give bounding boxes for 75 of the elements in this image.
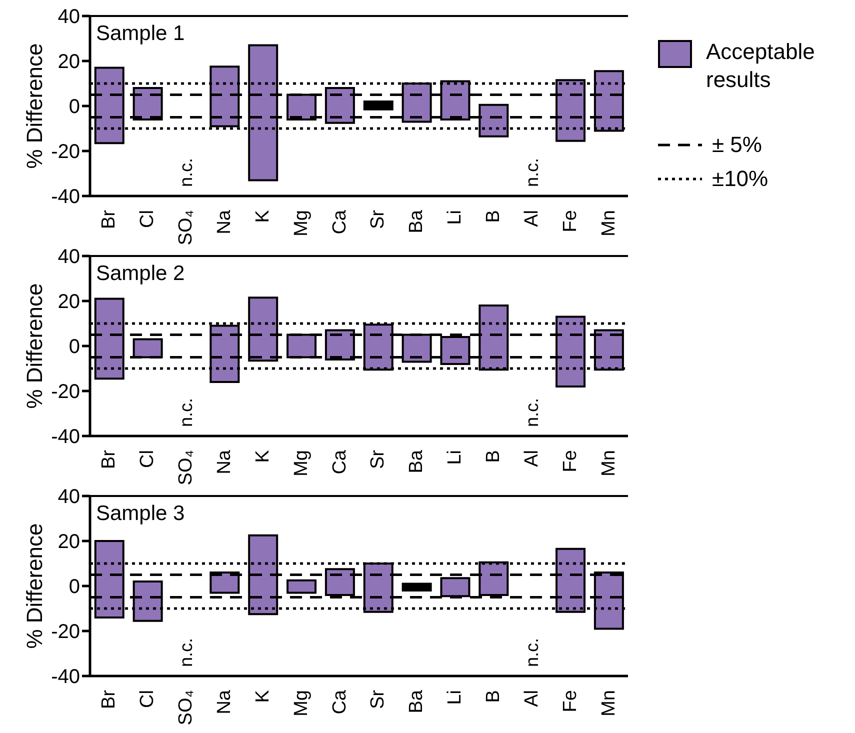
annotation: n.c. bbox=[522, 398, 542, 427]
x-tick-label: Mn bbox=[598, 690, 620, 716]
x-tick-label: Li bbox=[444, 210, 466, 225]
x-tick-label: K bbox=[252, 690, 274, 703]
annotation: n.c. bbox=[522, 158, 542, 187]
x-tick-label: K bbox=[252, 450, 274, 463]
x-tick-label: Al bbox=[521, 690, 542, 707]
chart-title: Sample 2 bbox=[96, 262, 185, 286]
y-tick-label: -40 bbox=[51, 666, 80, 688]
bar bbox=[363, 100, 394, 110]
x-tick-label: Cl bbox=[137, 210, 158, 228]
y-tick-label: 20 bbox=[58, 51, 80, 74]
x-tick-label: Li bbox=[444, 690, 466, 705]
x-tick-label: Sr bbox=[368, 209, 389, 229]
x-tick-label: B bbox=[483, 450, 504, 463]
y-tick-label: 0 bbox=[68, 576, 80, 598]
chart-title: Sample 1 bbox=[96, 22, 185, 46]
x-tick-label: SO₄ bbox=[176, 690, 197, 726]
bar bbox=[286, 579, 317, 594]
x-tick-label: Fe bbox=[560, 450, 581, 472]
x-tick-label: Sr bbox=[368, 689, 389, 709]
x-tick-label: SO₄ bbox=[176, 210, 197, 246]
y-tick-label: -40 bbox=[51, 426, 80, 448]
x-tick-label: Sr bbox=[368, 449, 389, 469]
y-tick-label: 0 bbox=[68, 336, 80, 358]
x-tick-label: Ca bbox=[329, 450, 350, 474]
x-tick-label: K bbox=[252, 210, 274, 223]
x-tick-label: Ba bbox=[406, 210, 428, 234]
bar bbox=[402, 582, 432, 592]
annotation: n.c. bbox=[176, 158, 196, 187]
y-axis-title: % Difference bbox=[22, 283, 47, 409]
x-tick-label: Br bbox=[98, 449, 120, 469]
x-tick-label: Al bbox=[521, 210, 542, 227]
y-tick-label: 40 bbox=[58, 486, 80, 508]
x-tick-label: Mg bbox=[290, 450, 312, 476]
x-tick-label: Fe bbox=[560, 210, 581, 232]
x-tick-label: Fe bbox=[560, 690, 581, 712]
y-tick-label: -40 bbox=[51, 186, 80, 208]
x-tick-label: Li bbox=[444, 450, 466, 465]
x-tick-label: B bbox=[483, 690, 504, 703]
legend-label: Acceptable results bbox=[706, 38, 816, 94]
x-tick-label: Mg bbox=[290, 210, 312, 236]
x-tick-label: Ba bbox=[406, 450, 428, 474]
annotation: n.c. bbox=[176, 638, 196, 667]
x-tick-label: Al bbox=[521, 450, 542, 467]
y-tick-label: -20 bbox=[51, 621, 80, 644]
x-tick-label: B bbox=[483, 210, 504, 223]
x-tick-label: Na bbox=[214, 450, 235, 474]
annotation: n.c. bbox=[176, 398, 196, 427]
x-tick-label: Mn bbox=[598, 450, 620, 476]
y-tick-label: -20 bbox=[51, 141, 80, 164]
chart-title: Sample 3 bbox=[96, 502, 185, 526]
legend-label: ± 5% bbox=[712, 132, 762, 158]
x-tick-label: Br bbox=[98, 689, 120, 709]
y-tick-label: 20 bbox=[58, 291, 80, 314]
x-tick-label: SO₄ bbox=[176, 450, 197, 486]
x-tick-label: Ba bbox=[406, 690, 428, 714]
y-tick-label: 0 bbox=[68, 96, 80, 118]
x-tick-label: Mg bbox=[290, 690, 312, 716]
y-tick-label: 40 bbox=[58, 246, 80, 268]
x-tick-label: Cl bbox=[137, 450, 158, 468]
x-tick-label: Na bbox=[214, 210, 235, 234]
x-tick-label: Ca bbox=[329, 690, 350, 714]
y-axis-title: % Difference bbox=[22, 43, 47, 169]
x-tick-label: Ca bbox=[329, 210, 350, 234]
legend-label: ±10% bbox=[712, 166, 768, 192]
y-tick-label: 20 bbox=[58, 531, 80, 554]
annotation: n.c. bbox=[522, 638, 542, 667]
y-axis-title: % Difference bbox=[22, 523, 47, 649]
x-tick-label: Na bbox=[214, 690, 235, 714]
x-tick-label: Cl bbox=[137, 690, 158, 708]
y-tick-label: -20 bbox=[51, 381, 80, 404]
y-tick-label: 40 bbox=[58, 6, 80, 28]
x-tick-label: Mn bbox=[598, 210, 620, 236]
x-tick-label: Br bbox=[98, 209, 120, 229]
